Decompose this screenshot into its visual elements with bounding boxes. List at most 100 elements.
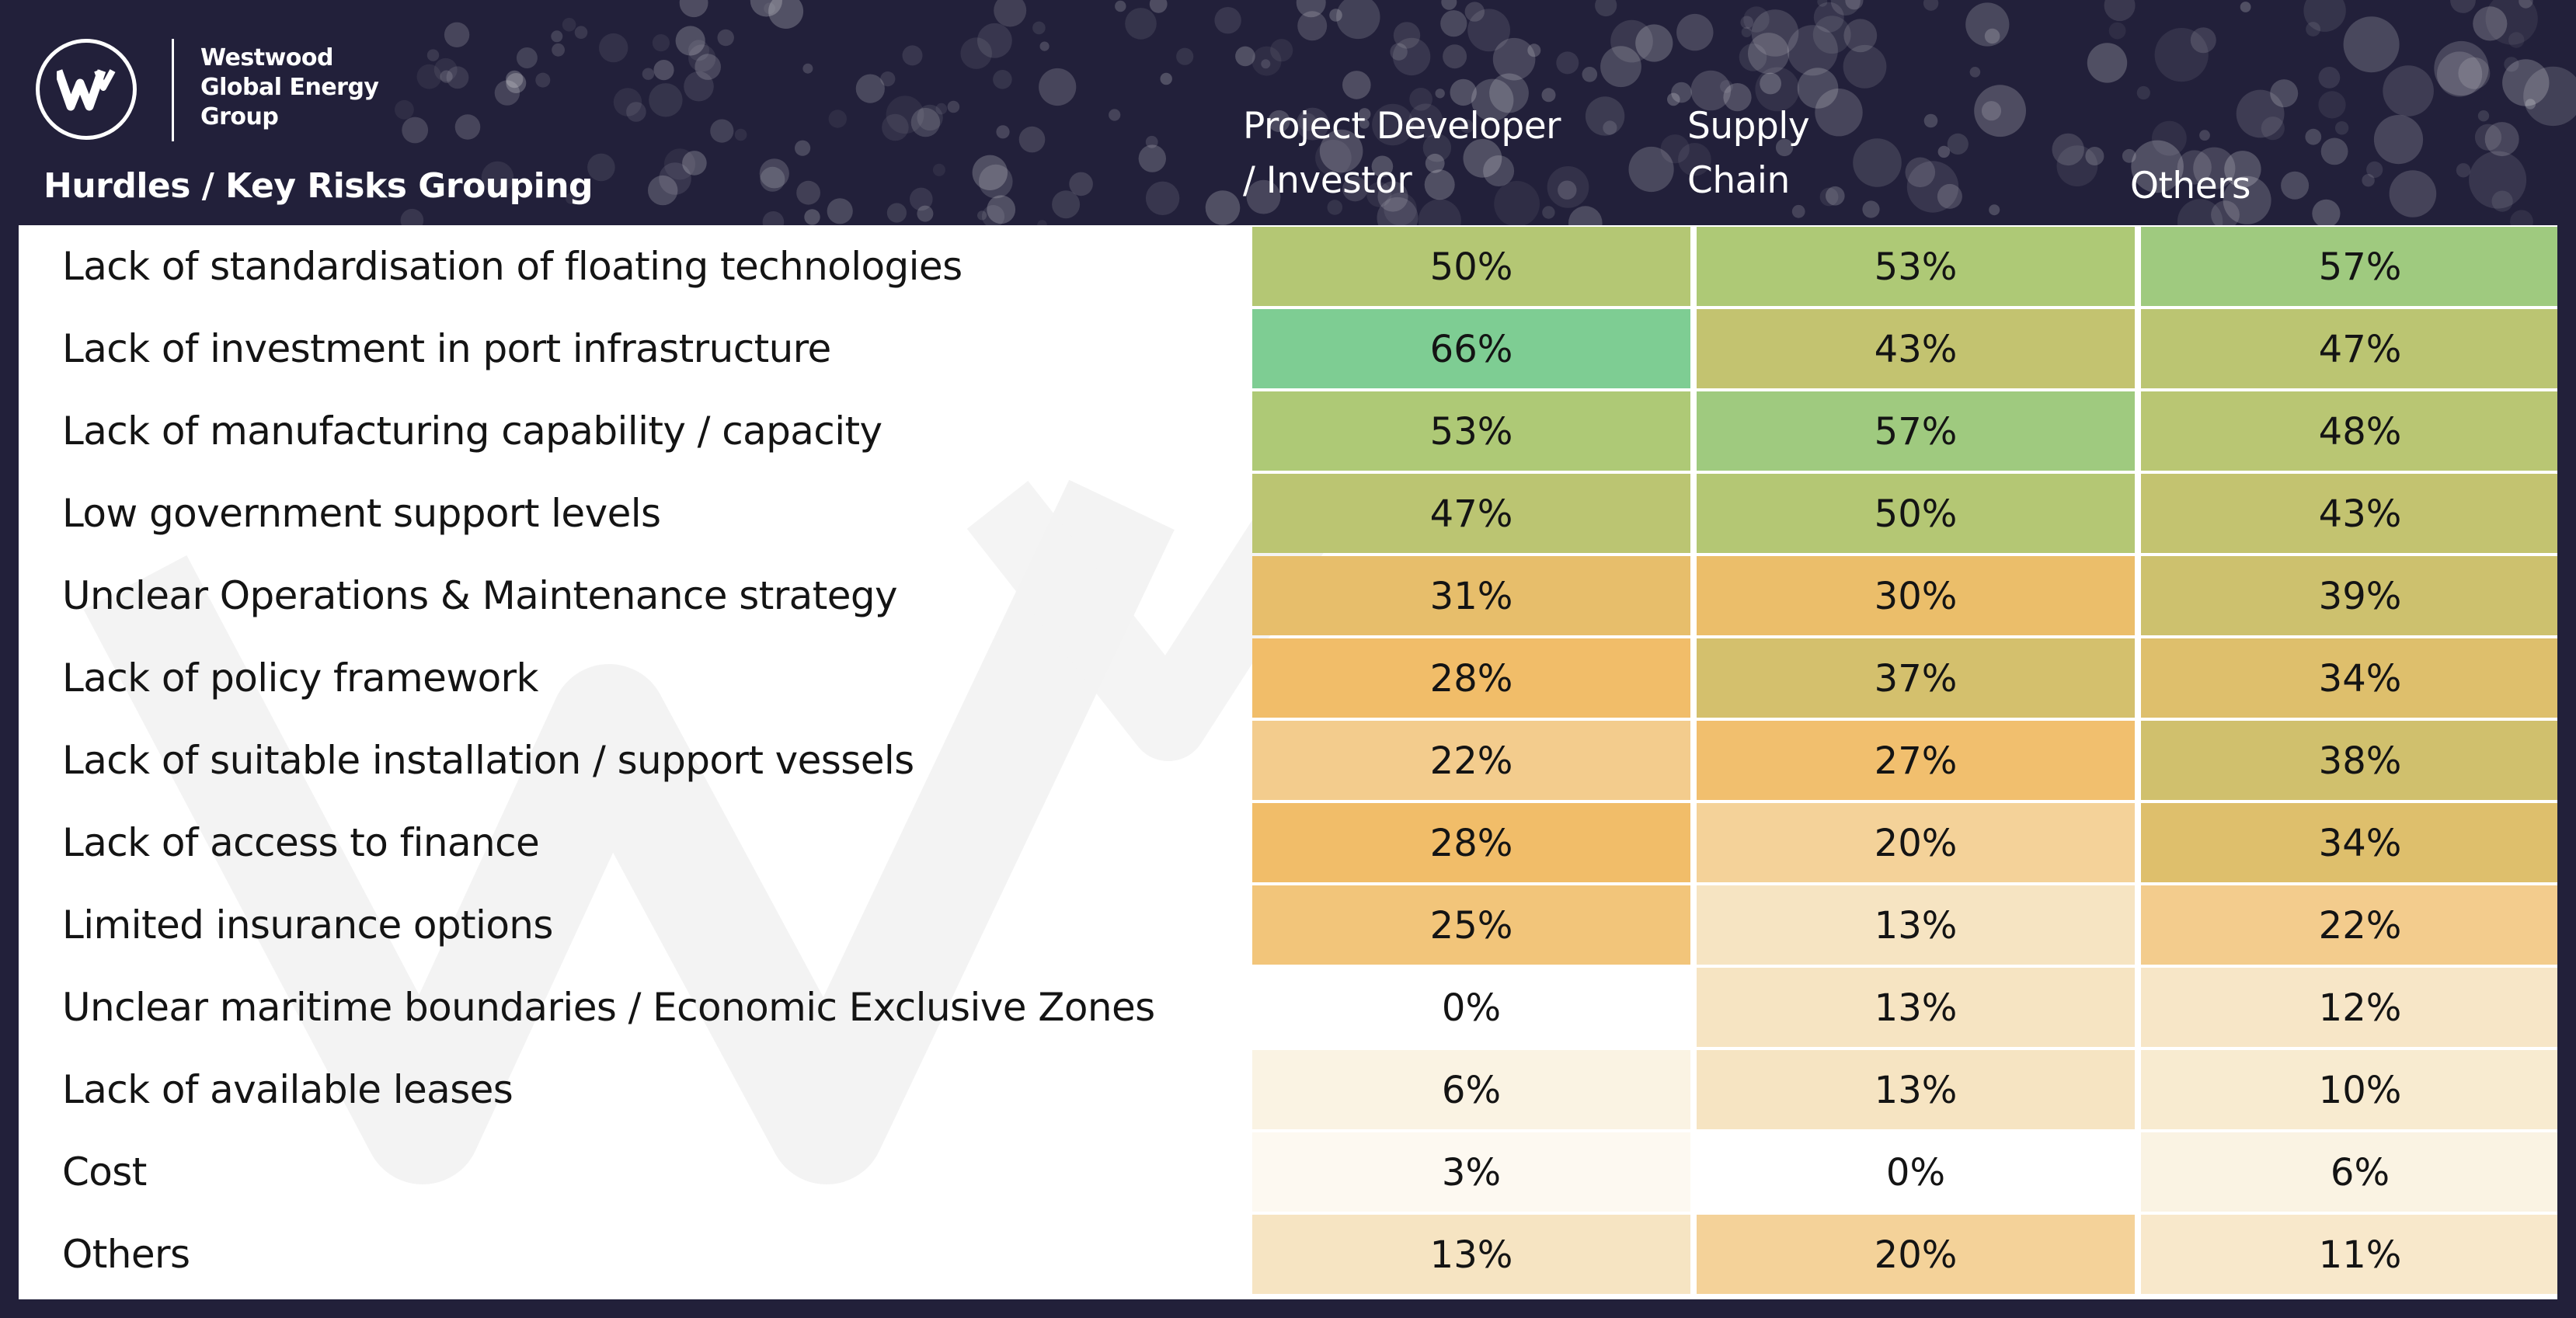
decorative-dot (599, 33, 628, 63)
decorative-dot (1541, 88, 1556, 103)
decorative-dot (1905, 157, 1936, 188)
row-label: Others (62, 1232, 190, 1277)
decorative-dot (1205, 190, 1241, 225)
decorative-dot (446, 66, 469, 89)
decorative-dot (1372, 103, 1414, 146)
decorative-dot (2108, 22, 2126, 40)
cell-value-label: 39% (2319, 575, 2402, 618)
decorative-dot (1751, 9, 1799, 57)
cell-value-label: 38% (2319, 739, 2402, 783)
heatmap-cell (2141, 1050, 2557, 1129)
decorative-dot (977, 210, 987, 221)
decorative-dot (1342, 176, 1368, 202)
decorative-dot (717, 29, 734, 47)
decorative-dot (2484, 122, 2519, 157)
decorative-dot (395, 99, 414, 120)
decorative-dot (2491, 190, 2513, 212)
decorative-dot (1568, 206, 1603, 225)
decorative-dot (1176, 47, 1194, 65)
decorative-dot (981, 205, 1005, 225)
decorative-dot (886, 203, 907, 223)
cell-value-label: 13% (1875, 986, 1958, 1030)
row-header: Hurdles / Key Risks Grouping (44, 166, 594, 206)
cell-value-label: 10% (2319, 1069, 2402, 1112)
logo-divider (172, 39, 174, 141)
column-header-line: Supply (1687, 105, 1810, 148)
decorative-dot (1989, 204, 2000, 216)
cell-value-label: 3% (1442, 1151, 1501, 1195)
decorative-dot (1384, 192, 1417, 225)
decorative-dot (1923, 0, 1939, 11)
decorative-dot (910, 187, 933, 211)
decorative-dot (626, 102, 646, 122)
heatmap-cell (1697, 391, 2135, 471)
decorative-dot (2523, 66, 2576, 127)
decorative-dot (2510, 210, 2533, 225)
decorative-dot (1409, 88, 1432, 111)
cell-value-label: 66% (1430, 328, 1513, 371)
decorative-dot (1443, 44, 1467, 69)
decorative-dot (1329, 9, 1342, 22)
cell-value-label: 20% (1875, 1233, 1958, 1277)
decorative-dot (1862, 200, 1880, 218)
decorative-dot (1845, 0, 1864, 10)
decorative-dot (1471, 78, 1514, 121)
decorative-dot (2485, 0, 2538, 45)
heatmap-cell (1697, 1215, 2135, 1294)
decorative-dot (1467, 9, 1510, 52)
decorative-dot (1787, 25, 1838, 76)
decorative-dot (1460, 119, 1474, 134)
decorative-dot (2223, 176, 2271, 224)
decorative-dot (1610, 19, 1653, 63)
decorative-dot (796, 180, 820, 205)
decorative-dot (1214, 7, 1241, 34)
decorative-dot (1149, 0, 1168, 13)
decorative-dot (1377, 196, 1419, 225)
decorative-dot (977, 23, 1012, 58)
table-panel: Lack of standardisation of floating tech… (19, 225, 2557, 1299)
cell-value-label: 47% (2319, 328, 2402, 371)
column-header-others: Others (2130, 159, 2251, 214)
decorative-dot (827, 198, 853, 224)
row-label: Unclear maritime boundaries / Economic E… (62, 985, 1155, 1030)
decorative-dot (2122, 148, 2136, 163)
decorative-dot (795, 140, 811, 156)
decorative-dot (2318, 91, 2346, 119)
heatmap-cell (1252, 474, 1690, 553)
decorative-dot (2373, 115, 2424, 165)
heatmap-cell (2141, 638, 2557, 718)
decorative-dot (1251, 46, 1282, 76)
cell-value-label: 13% (1875, 1069, 1958, 1112)
heatmap-cell (1252, 391, 1690, 471)
heatmap-cell (1697, 556, 2135, 635)
decorative-dot (1740, 16, 1753, 30)
decorative-dot (2389, 170, 2437, 217)
decorative-dot (1336, 0, 1380, 40)
decorative-dot (1463, 138, 1502, 178)
decorative-dot (1342, 71, 1371, 99)
decorative-dot (1741, 26, 1753, 37)
decorative-dot (2052, 133, 2084, 166)
decorative-dot (587, 153, 615, 182)
decorative-dot (642, 68, 655, 80)
decorative-dot (802, 63, 813, 74)
decorative-dot (506, 70, 524, 89)
decorative-dot (1390, 43, 1408, 61)
decorative-dot (734, 128, 747, 141)
decorative-dot (2334, 121, 2349, 135)
decorative-dot (1981, 101, 2002, 121)
decorative-dot (1906, 161, 1959, 213)
cell-value-label: 6% (1442, 1069, 1501, 1112)
decorative-dot (1327, 200, 1343, 215)
decorative-dot (1450, 78, 1477, 106)
decorative-dot (1969, 67, 1981, 78)
decorative-dot (416, 64, 442, 89)
decorative-dot (1109, 109, 1121, 121)
row-label: Unclear Operations & Maintenance strateg… (62, 573, 898, 618)
row-label: Lack of investment in port infrastructur… (62, 326, 831, 371)
decorative-dot (2281, 171, 2310, 200)
decorative-dot (1974, 85, 2027, 137)
decorative-dot (682, 151, 707, 176)
decorative-dot (440, 70, 453, 83)
